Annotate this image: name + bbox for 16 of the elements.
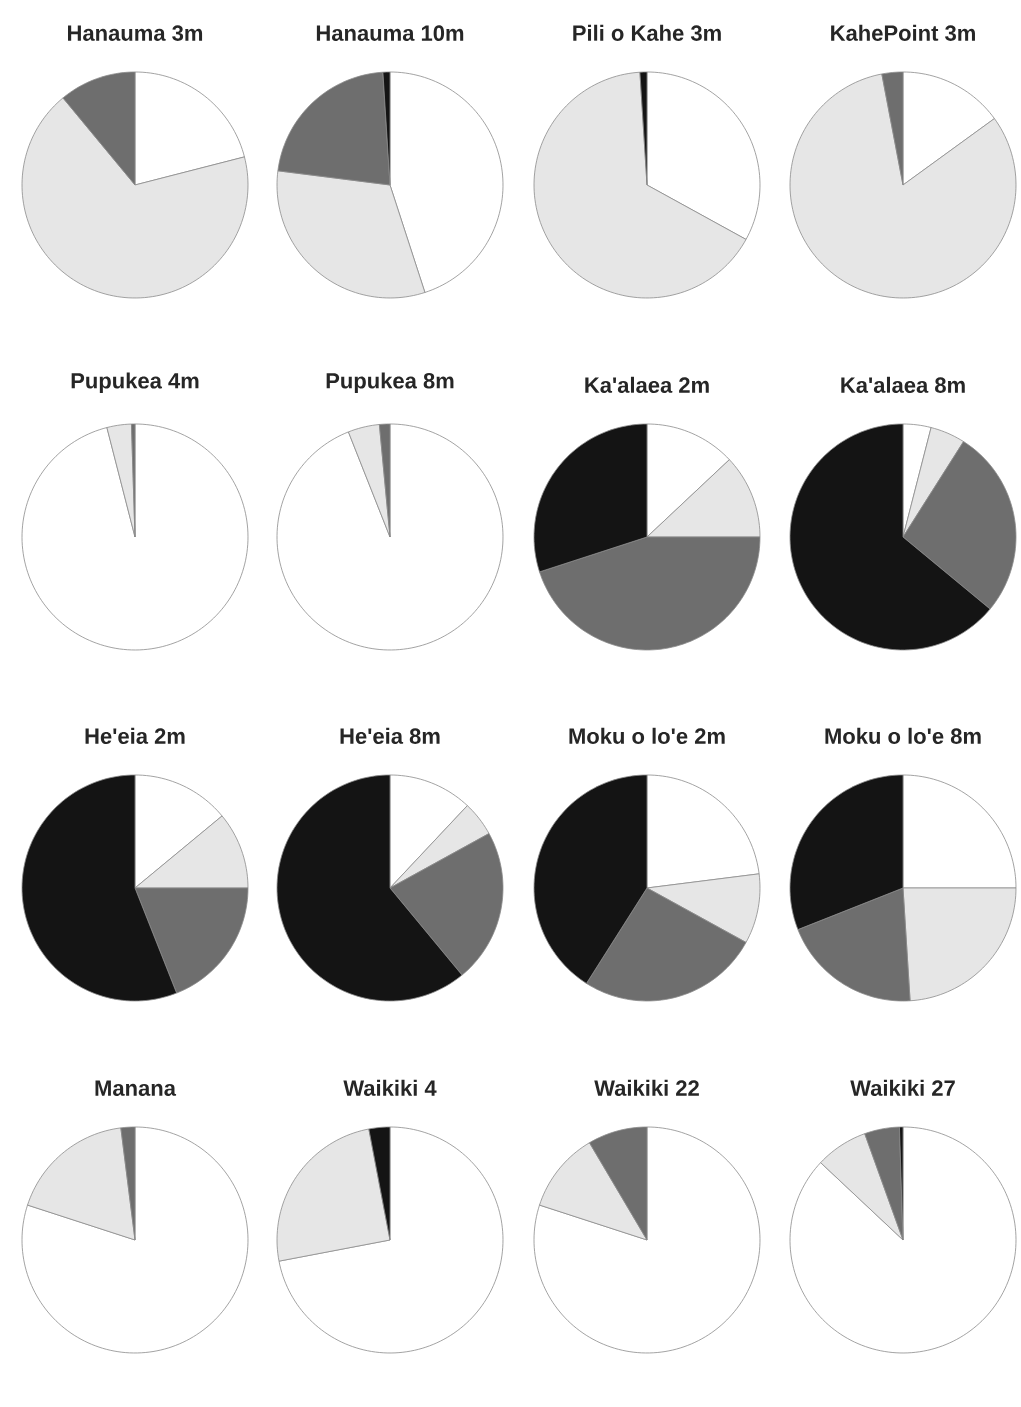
chart-title: He'eia 2m	[85, 727, 185, 744]
chart-title: Moku o lo'e 8m	[825, 727, 981, 744]
chart-title: Manana	[95, 1080, 177, 1096]
chart-title: Pili o Kahe 3m	[573, 24, 721, 41]
chart-title: KahePoint 3m	[831, 24, 975, 41]
chart-title: Moku o lo'e 2m	[569, 727, 725, 744]
chart-title: Waikiki 4	[343, 1079, 437, 1096]
chart-title: Pupukea 8m	[326, 372, 454, 393]
chart-title: Waikiki 22	[594, 1079, 699, 1096]
chart-title: Pupukea 4m	[71, 372, 199, 393]
chart-title: Waikiki 27	[850, 1079, 955, 1096]
chart-title: He'eia 8m	[340, 727, 440, 744]
chart-title: Ka'alaea 2m	[585, 376, 709, 393]
chart-title: Ka'alaea 8m	[841, 376, 965, 393]
chart-title: Hanauma 3m	[68, 25, 203, 41]
chart-title: Hanauma 10m	[316, 25, 464, 41]
